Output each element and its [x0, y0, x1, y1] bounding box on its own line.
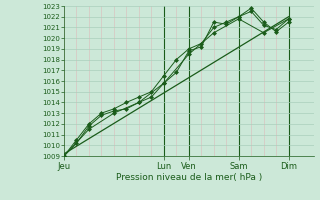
- X-axis label: Pression niveau de la mer( hPa ): Pression niveau de la mer( hPa ): [116, 173, 262, 182]
